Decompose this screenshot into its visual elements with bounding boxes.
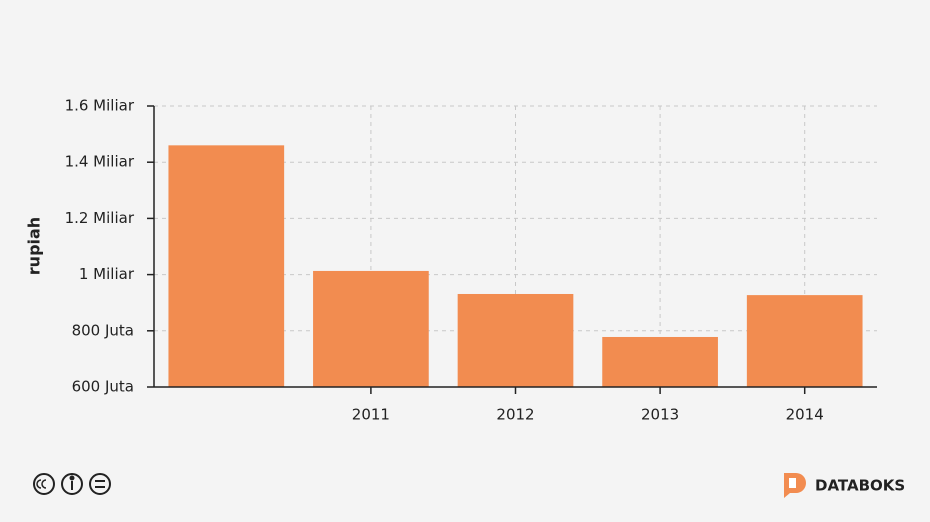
y-tick-label: 1.4 Miliar	[65, 153, 135, 171]
y-tick-label: 1.6 Miliar	[65, 97, 135, 115]
x-tick-label: 2012	[496, 406, 534, 424]
y-tick-label: 1.2 Miliar	[65, 209, 135, 227]
license-icons	[33, 473, 111, 495]
bar	[602, 336, 718, 387]
y-tick-label: 800 Juta	[72, 321, 134, 339]
x-tick-label: 2014	[786, 406, 824, 424]
y-axis-label: rupiah	[25, 217, 44, 275]
brand-logo	[784, 473, 806, 498]
brand-name: DATABOKS	[815, 477, 905, 495]
bar	[457, 293, 574, 387]
bar	[168, 145, 285, 387]
bar	[313, 270, 429, 387]
x-tick-label: 2011	[352, 406, 390, 424]
y-tick-label: 600 Juta	[72, 378, 134, 396]
bar	[746, 295, 863, 387]
y-tick-label: 1 Miliar	[79, 265, 135, 283]
x-tick-label: 2013	[641, 406, 679, 424]
